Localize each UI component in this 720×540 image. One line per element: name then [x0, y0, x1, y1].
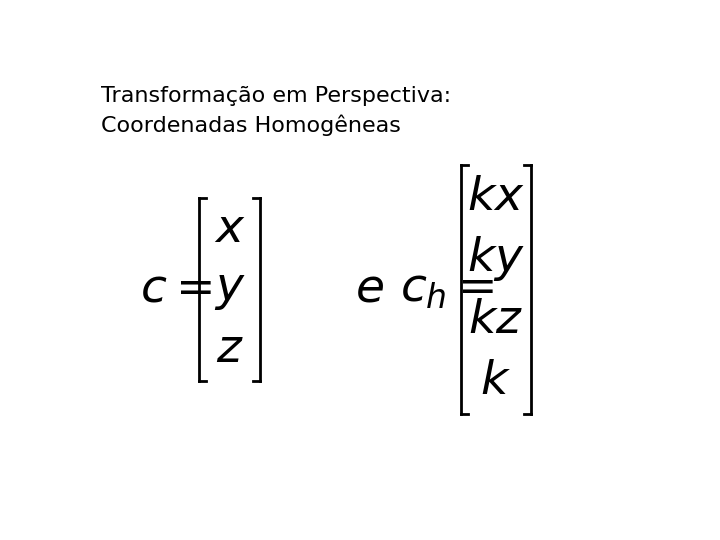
Text: $y$: $y$ — [214, 267, 246, 312]
Text: $x$: $x$ — [214, 206, 246, 252]
Text: $c =$: $c =$ — [140, 267, 212, 312]
Text: $z$: $z$ — [215, 327, 243, 372]
Text: $c_h =$: $c_h =$ — [400, 267, 494, 312]
Text: Coordenadas Homogêneas: Coordenadas Homogêneas — [101, 114, 401, 136]
Text: $kx$: $kx$ — [467, 174, 525, 220]
Text: $kz$: $kz$ — [469, 298, 523, 342]
Text: Transformação em Perspectiva:: Transformação em Perspectiva: — [101, 85, 451, 106]
Text: $k$: $k$ — [480, 359, 511, 404]
Text: $ky$: $ky$ — [467, 234, 525, 283]
Text: $e$: $e$ — [354, 267, 384, 312]
